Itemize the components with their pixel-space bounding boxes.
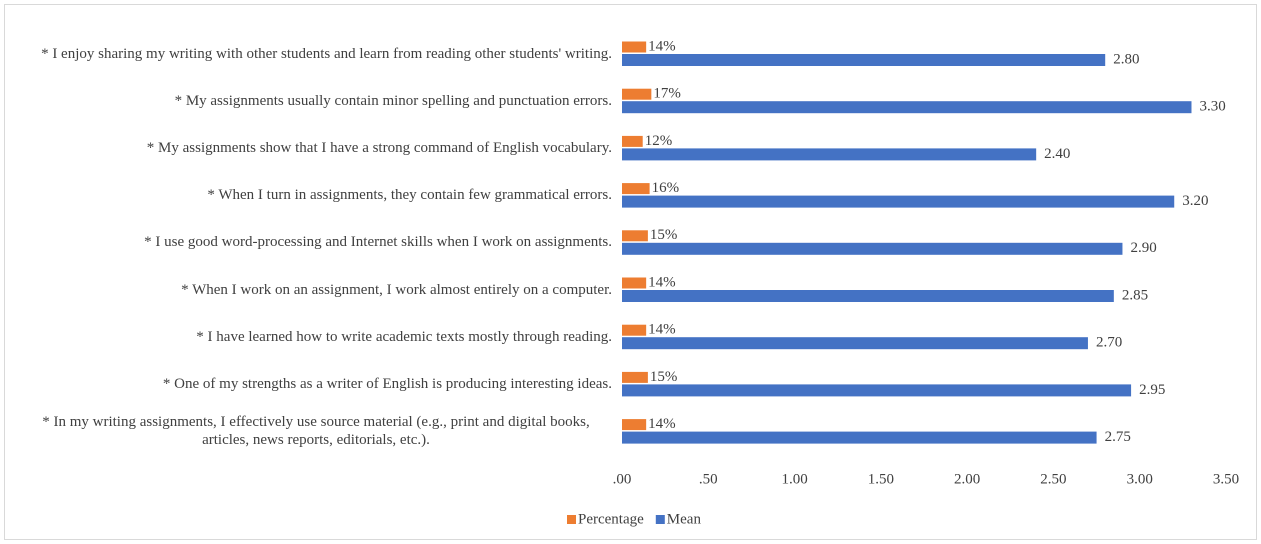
category-label: * I have learned how to write academic t… [2,328,612,346]
x-tick-label: .00 [613,471,632,487]
bar [622,41,647,53]
value-label: 15% [650,227,678,243]
value-label: 15% [650,369,678,385]
value-label: 2.40 [1044,146,1070,162]
value-label: 12% [645,133,673,149]
value-label: 2.70 [1096,335,1122,351]
bar [622,431,1097,444]
category-text: * When I work on an assignment, I work a… [181,281,612,298]
value-label: 14% [648,322,676,338]
x-tick-label: 3.50 [1213,471,1239,487]
bar [622,324,647,336]
bar [622,135,643,147]
legend-label: Percentage [578,511,644,527]
category-text: * My assignments show that I have a stro… [146,139,612,156]
category-label: * I enjoy sharing my writing with other … [2,45,612,63]
x-tick-label: 2.50 [1040,471,1066,487]
legend-swatch [567,515,576,524]
x-tick-label: 2.00 [954,471,980,487]
value-label: 3.30 [1199,99,1225,115]
x-tick-label: 1.00 [781,471,807,487]
legend-swatch [655,515,665,524]
value-label: 2.80 [1113,51,1139,67]
value-label: 16% [652,180,680,196]
category-text: * In my writing assignments, I effective… [42,414,590,449]
category-label: * My assignments usually contain minor s… [2,92,612,110]
x-tick-label: .50 [699,471,718,487]
value-label: 2.95 [1139,382,1165,398]
category-label: * I use good word-processing and Interne… [2,233,612,251]
bar [622,54,1106,66]
bar [622,101,1192,114]
category-label: * One of my strengths as a writer of Eng… [2,375,612,393]
value-label: 2.75 [1105,429,1131,445]
category-text: * When I turn in assignments, they conta… [207,187,612,204]
frame [4,4,1257,540]
category-label: * My assignments show that I have a stro… [2,139,612,157]
bar [622,337,1088,350]
bar [622,230,648,242]
bar [622,384,1132,397]
value-label: 14% [648,38,676,54]
category-text: * I use good word-processing and Interne… [144,234,612,251]
category-text: * I have learned how to write academic t… [196,328,612,345]
x-tick-label: 3.00 [1127,471,1153,487]
bar [622,195,1175,208]
bar [622,183,650,195]
bar [622,148,1037,161]
value-label: 2.90 [1130,240,1156,256]
value-label: 2.85 [1122,287,1148,303]
value-label: 14% [648,416,676,432]
category-text: * One of my strengths as a writer of Eng… [162,375,612,392]
bar [622,242,1123,255]
x-tick-label: 1.50 [868,471,894,487]
bar [622,290,1114,302]
category-label: * When I work on an assignment, I work a… [2,281,612,299]
bar [622,88,652,100]
legend-label: Mean [667,511,702,527]
value-label: 17% [653,86,681,102]
value-label: 3.20 [1182,193,1208,209]
category-text: * I enjoy sharing my writing with other … [41,45,612,62]
bar [622,419,647,431]
category-label: * When I turn in assignments, they conta… [2,186,612,204]
value-label: 14% [648,274,676,290]
category-text: * My assignments usually contain minor s… [174,92,612,109]
bar [622,277,647,289]
bar [622,371,648,383]
category-label: * In my writing assignments, I effective… [2,413,612,449]
